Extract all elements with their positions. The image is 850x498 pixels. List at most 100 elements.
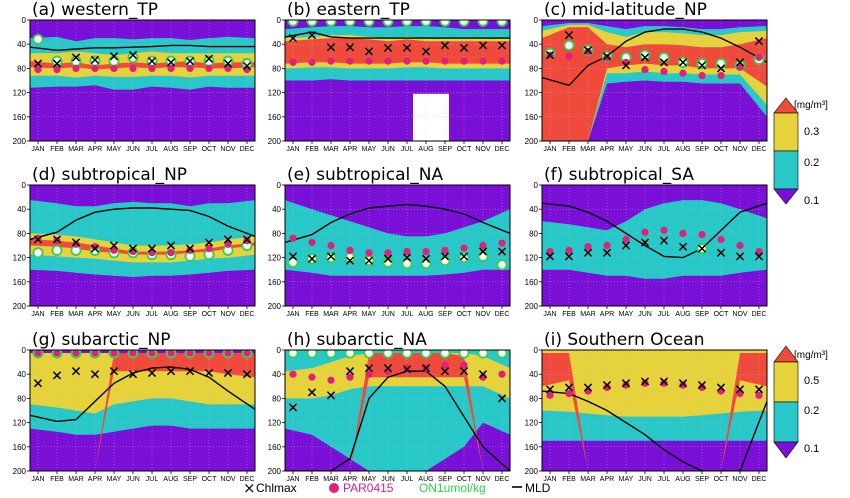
y-tick-label: 120 <box>13 419 27 428</box>
on1-point <box>89 55 101 67</box>
on1-point <box>420 258 432 270</box>
par-point <box>498 57 506 65</box>
x-tick-label: FEB <box>50 146 64 153</box>
chlmax-point <box>640 377 650 386</box>
on1-point <box>696 58 708 70</box>
x-tick-label: OCT <box>457 146 473 153</box>
par-point <box>603 383 611 392</box>
on1-point <box>458 20 470 27</box>
on1-point <box>344 20 356 27</box>
x-tick-label: FEB <box>305 476 319 483</box>
chlmax-point <box>545 50 555 60</box>
chlmax-point <box>659 58 669 67</box>
panel-frame <box>541 19 768 142</box>
x-tick-label: MAY <box>362 311 377 318</box>
y-tick-label: 0 <box>534 346 539 355</box>
x-tick-label: OCT <box>714 146 730 153</box>
chlmax-point <box>478 247 488 256</box>
x-tick-label: DEC <box>752 146 767 153</box>
chlmax-point <box>602 380 612 390</box>
chlmax-point <box>754 37 764 46</box>
on1-point <box>439 20 451 27</box>
on1-point <box>477 350 489 359</box>
par-point <box>384 57 392 65</box>
colorbar-bottom: [mg/m³] 0.5 0.2 0.1 <box>773 345 828 459</box>
x-tick-label: JUL <box>401 476 414 483</box>
chlmax-point <box>71 238 81 247</box>
on1-point <box>363 350 375 359</box>
x-tick-label: JUN <box>638 146 652 153</box>
par-point <box>327 57 335 65</box>
panel-title: (c) mid-latitude_NP <box>544 0 707 20</box>
chlmax-point <box>223 235 233 244</box>
chlmax-point <box>564 252 574 261</box>
chlmax-point <box>185 367 195 376</box>
colorbar-top-purple <box>773 188 799 205</box>
par-point <box>148 350 156 357</box>
on1-point <box>496 350 508 359</box>
par-point <box>327 376 335 384</box>
chlmax-point <box>640 53 650 62</box>
par-point <box>698 231 706 239</box>
par-point <box>308 373 316 381</box>
par-point <box>679 69 687 77</box>
on1-point <box>420 350 432 359</box>
y-tick-label: 0 <box>22 346 27 355</box>
par-point <box>441 57 449 65</box>
chlmax-point <box>288 252 298 261</box>
chlmax-point <box>71 367 81 376</box>
chlmax-point <box>583 46 593 55</box>
x-tick-label: MAY <box>619 311 634 318</box>
chlmax-point <box>754 252 764 261</box>
x-tick-label: MAR <box>323 311 339 318</box>
legend-chlmax-marker: × <box>243 479 256 497</box>
x-tick-label: APR <box>600 311 614 318</box>
par-point <box>755 391 763 399</box>
legend: × Chlmax PAR0415 ON1umol/kg MLD <box>243 479 551 497</box>
chlmax-point <box>204 54 214 63</box>
chlmax-point <box>421 364 431 373</box>
colorbar-bottom-label-3: 0.1 <box>804 443 819 455</box>
y-tick-label: 160 <box>13 113 27 122</box>
par-point <box>167 350 175 357</box>
chlmax-point <box>166 367 176 376</box>
y-tick-label: 80 <box>17 229 26 238</box>
chlmax-point <box>166 58 176 67</box>
par-point <box>603 53 611 62</box>
x-tick-label: SEP <box>438 146 452 153</box>
chlmax-point <box>383 364 393 373</box>
x-tick-label: DEC <box>240 146 255 153</box>
x-tick-label: NOV <box>475 476 491 483</box>
x-tick-label: APR <box>343 146 357 153</box>
panel-frame <box>284 19 511 142</box>
chlmax-point <box>440 252 450 261</box>
y-tick-label: 200 <box>525 467 539 476</box>
par-point <box>679 229 687 237</box>
on1-point <box>325 350 337 359</box>
chlmax-point <box>659 236 669 245</box>
chlmax-point <box>421 254 431 263</box>
par-point <box>622 235 630 244</box>
y-tick-label: 120 <box>13 254 27 263</box>
par-point <box>186 350 194 357</box>
par-point <box>224 64 232 72</box>
chlmax-point <box>307 254 317 263</box>
par-point <box>243 350 251 357</box>
x-tick-label: APR <box>600 476 614 483</box>
mld-line <box>30 366 255 423</box>
colorbar-top-label-3: 0.1 <box>804 195 819 207</box>
x-tick-label: MAR <box>580 476 596 483</box>
chlmax-point <box>621 61 631 70</box>
chlmax-point <box>459 367 469 376</box>
chlmax-point <box>621 241 631 250</box>
par-point <box>308 238 316 247</box>
on1-point <box>344 350 356 359</box>
par-point <box>186 64 194 72</box>
band-red <box>30 353 255 471</box>
y-tick-label: 40 <box>17 370 26 379</box>
colorbar-bottom-unit: [mg/m³] <box>794 350 828 361</box>
par-point <box>53 66 61 74</box>
on1-point <box>496 20 508 27</box>
x-tick-label: JAN <box>31 476 44 483</box>
par-point <box>384 249 392 257</box>
